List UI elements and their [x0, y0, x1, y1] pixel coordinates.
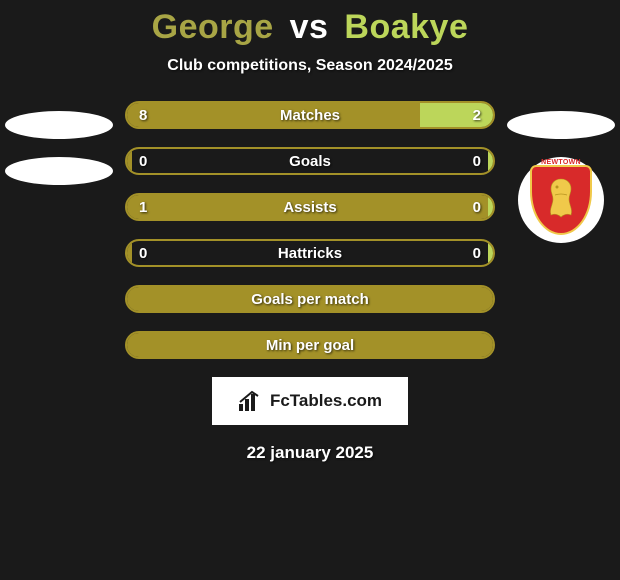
player2-badges: NEWTOWN: [506, 111, 616, 243]
date: 22 january 2025: [247, 443, 374, 463]
bar-value-right: 0: [473, 195, 481, 219]
title-vs: vs: [290, 8, 329, 46]
source-badge: FcTables.com: [212, 377, 408, 425]
bar-value-left: 0: [139, 241, 147, 265]
stat-bar: Matches8 2: [125, 101, 495, 129]
player1-badges: [4, 111, 114, 185]
bar-label: Goals: [127, 149, 493, 173]
stats-area: NEWTOWN Matches82Goals00Assists10Hattric…: [0, 101, 620, 359]
subtitle: Club competitions, Season 2024/2025: [167, 57, 452, 75]
stat-bar: Min per goal: [125, 331, 495, 359]
fctables-logo-icon: [238, 390, 264, 412]
stat-bar: Goals0 0: [125, 147, 495, 175]
player2-club-crest-icon: NEWTOWN: [518, 157, 604, 243]
comparison-card: George vs Boakye Club competitions, Seas…: [0, 0, 620, 463]
source-name: FcTables.com: [270, 391, 382, 411]
bar-value-right: 0: [473, 149, 481, 173]
title: George vs Boakye: [152, 8, 469, 47]
player2-name: Boakye: [344, 8, 468, 46]
bar-label: Goals per match: [127, 287, 493, 311]
bar-label: Min per goal: [127, 333, 493, 357]
bar-value-right: 0: [473, 241, 481, 265]
player2-country-placeholder-icon: [507, 111, 615, 139]
bar-value-left: 1: [139, 195, 147, 219]
crest-shield-icon: [530, 165, 592, 235]
bar-value-left: 8: [139, 103, 147, 127]
stat-bar: Hattricks0 0: [125, 239, 495, 267]
bar-label: Matches: [127, 103, 493, 127]
player1-name: George: [152, 8, 274, 46]
crest-lion-icon: [541, 175, 581, 219]
bar-label: Hattricks: [127, 241, 493, 265]
stat-bar: Goals per match: [125, 285, 495, 313]
stat-bars: Matches82Goals00Assists10Hattricks00Goal…: [125, 101, 495, 359]
bar-value-right: 2: [473, 103, 481, 127]
player1-country-placeholder-icon: [5, 157, 113, 185]
bar-value-left: 0: [139, 149, 147, 173]
bar-label: Assists: [127, 195, 493, 219]
player1-club-placeholder-icon: [5, 111, 113, 139]
stat-bar: Assists1 0: [125, 193, 495, 221]
